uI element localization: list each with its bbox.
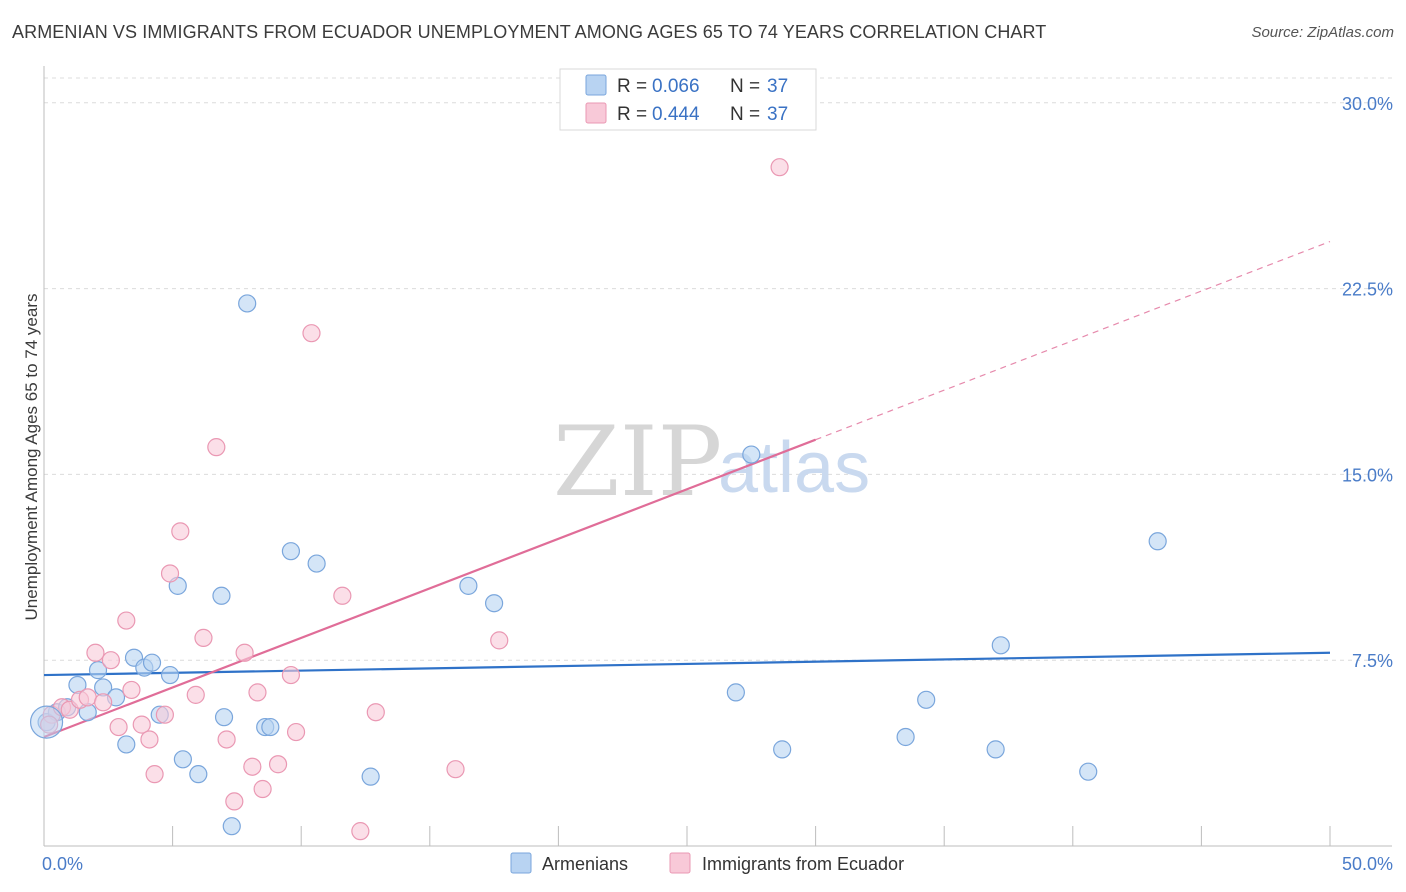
armenians-point: [238, 294, 257, 313]
correlation-legend: R = 0.066 N = 37 R = 0.444 N = 37: [559, 68, 817, 131]
ecuador-point: [281, 665, 301, 685]
y-axis-title: Unemployment Among Ages 65 to 74 years: [22, 294, 41, 621]
armenians-point: [361, 767, 380, 786]
ecuador-point: [253, 779, 272, 799]
ecuador-point: [140, 730, 159, 749]
armenians-point: [261, 717, 280, 737]
armenians-point: [986, 740, 1005, 759]
trend-layer: [43, 240, 1331, 739]
legend-swatch-ecuador: [585, 102, 607, 124]
legend-r-value-ecuador: 0.444: [652, 104, 700, 125]
armenians-point: [173, 750, 192, 769]
armenians-cluster-point: [29, 705, 64, 739]
armenians-point: [160, 665, 180, 685]
ecuador-point: [117, 611, 136, 630]
legend-n-value-ecuador: 37: [767, 104, 788, 125]
ecuador-point: [770, 158, 789, 177]
legend-n-label-armenians: N =: [730, 76, 760, 97]
bottom-legend-label-ecuador: Immigrants from Ecuador: [702, 854, 904, 874]
chart-title: ARMENIAN VS IMMIGRANTS FROM ECUADOR UNEM…: [12, 22, 1047, 42]
armenians-point: [1148, 532, 1167, 551]
y-tick-label: 30.0%: [1342, 94, 1393, 114]
y-tick-label: 22.5%: [1342, 280, 1393, 300]
legend-r-label-ecuador: R =: [617, 104, 647, 125]
ecuador-point: [351, 822, 370, 841]
ecuador-point: [171, 522, 190, 541]
legend-n-value-armenians: 37: [767, 76, 788, 97]
ecuador-trend-line: [43, 438, 816, 739]
armenians-point: [773, 740, 792, 759]
ecuador-point: [207, 438, 226, 457]
ecuador-point: [217, 730, 236, 749]
legend-r-label-armenians: R =: [617, 76, 647, 97]
ecuador-point: [333, 586, 352, 605]
armenians-point: [142, 653, 162, 672]
armenians-point: [212, 586, 231, 605]
ecuador-point: [286, 722, 306, 742]
armenians-point: [222, 817, 241, 836]
x-tick-labels: 0.0% 50.0%: [42, 854, 1393, 874]
series-legend: Armenians Immigrants from Ecuador: [510, 852, 904, 874]
legend-n-label-ecuador: N =: [730, 104, 760, 125]
ecuador-point: [225, 792, 244, 811]
ecuador-point: [101, 651, 120, 670]
ecuador-point: [109, 717, 128, 737]
ecuador-trend-extension: [815, 240, 1331, 441]
ecuador-point: [302, 324, 321, 343]
armenians-point: [459, 576, 478, 595]
ecuador-point: [78, 688, 97, 707]
ecuador-point: [235, 643, 254, 662]
bottom-legend-swatch-ecuador: [669, 852, 691, 874]
ecuador-point: [155, 705, 174, 724]
armenians-point: [307, 554, 326, 573]
bottom-legend-swatch-armenians: [510, 852, 532, 874]
ecuador-point: [132, 715, 151, 734]
ecuador-point: [122, 680, 141, 700]
ecuador-point: [94, 693, 113, 712]
armenians-point: [485, 594, 504, 613]
y-tick-label: 7.5%: [1352, 651, 1393, 671]
ecuador-point: [366, 703, 385, 722]
armenians-point: [281, 542, 301, 561]
legend-r-value-armenians: 0.066: [652, 76, 700, 97]
ecuador-point: [243, 757, 262, 776]
ecuador-point: [446, 760, 465, 779]
armenians-point: [189, 765, 208, 784]
ecuador-point: [194, 628, 213, 647]
armenians-point: [214, 708, 234, 727]
ecuador-point: [145, 765, 164, 784]
points-layer: [29, 158, 1167, 841]
armenians-point: [1079, 762, 1098, 781]
watermark: ZIP atlas: [553, 406, 870, 518]
grid-layer: [44, 77, 1392, 661]
ecuador-point: [86, 643, 105, 662]
armenians-point: [742, 445, 761, 464]
ecuador-point: [490, 631, 509, 650]
chart-source: Source: ZipAtlas.com: [1251, 24, 1394, 41]
ecuador-point: [186, 685, 205, 704]
armenians-point: [726, 683, 745, 702]
legend-swatch-armenians: [585, 74, 607, 96]
armenians-point: [117, 735, 136, 754]
x-tick-label-min: 0.0%: [42, 854, 83, 874]
armenians-point: [896, 727, 915, 747]
y-tick-label: 15.0%: [1342, 465, 1393, 485]
bottom-legend-label-armenians: Armenians: [542, 854, 628, 874]
y-tick-labels: 7.5% 15.0% 22.5% 30.0%: [1342, 94, 1393, 671]
ecuador-point: [268, 755, 288, 774]
watermark-zip: ZIP: [553, 406, 722, 518]
armenians-point: [917, 690, 936, 709]
armenians-point: [991, 636, 1010, 655]
armenians-trend-line: [43, 651, 1331, 677]
ecuador-point: [160, 564, 180, 583]
armenians-point: [88, 661, 108, 680]
ecuador-point: [248, 683, 267, 702]
x-tick-label-max: 50.0%: [1342, 854, 1393, 874]
